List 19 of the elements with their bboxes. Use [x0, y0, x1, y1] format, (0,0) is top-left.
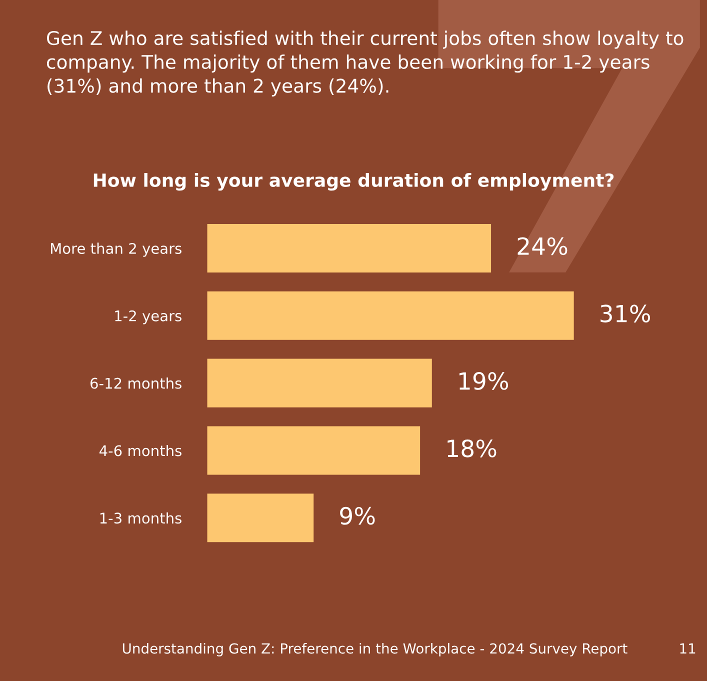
data-label: 19% — [459, 372, 508, 390]
y-tick-label: 1-2 years — [115, 310, 182, 324]
bar — [207, 291, 574, 340]
data-label: 9% — [340, 506, 375, 525]
chart-subtitle: How long is your average duration of employment? — [94, 173, 614, 191]
y-tick-label: 4-6 months — [99, 444, 182, 456]
chart-title: Gen Z who are satisfied with their current jobs often show loyalty to company. The majority of them have been working for 1-2 years (31%) and more than 2 years (24%). — [46, 30, 684, 96]
y-tick-label: More than 2 years — [50, 242, 182, 257]
data-label: 24% — [518, 237, 568, 256]
data-label: 31% — [600, 304, 650, 322]
bar — [207, 426, 420, 475]
bar — [207, 358, 432, 408]
data-label: 18% — [448, 439, 496, 458]
y-tick-label: 1-3 months — [100, 512, 182, 524]
text: 11 — [680, 643, 696, 654]
bar — [207, 494, 314, 542]
text: Understanding Gen Z: Preference in the Workplace - 2024 Survey Report — [122, 642, 628, 656]
bar — [207, 224, 492, 272]
y-tick-label: 6-12 months — [90, 378, 182, 389]
